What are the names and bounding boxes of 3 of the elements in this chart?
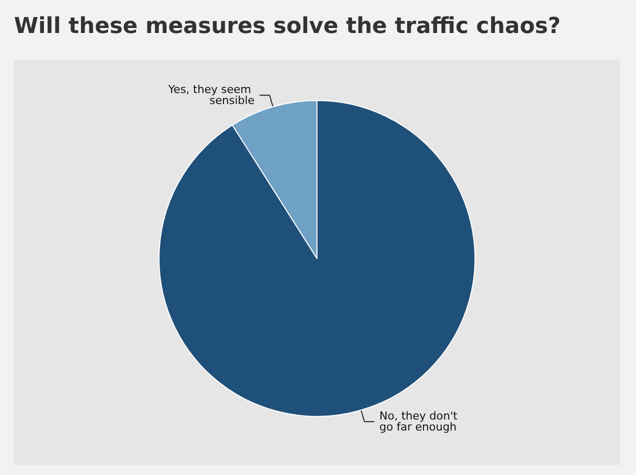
slice-label: No, they don't go far enough (379, 410, 461, 434)
chart-title: Will these measures solve the traffic chaos? (14, 14, 561, 39)
slice-label: Yes, they seem sensible (167, 83, 255, 108)
